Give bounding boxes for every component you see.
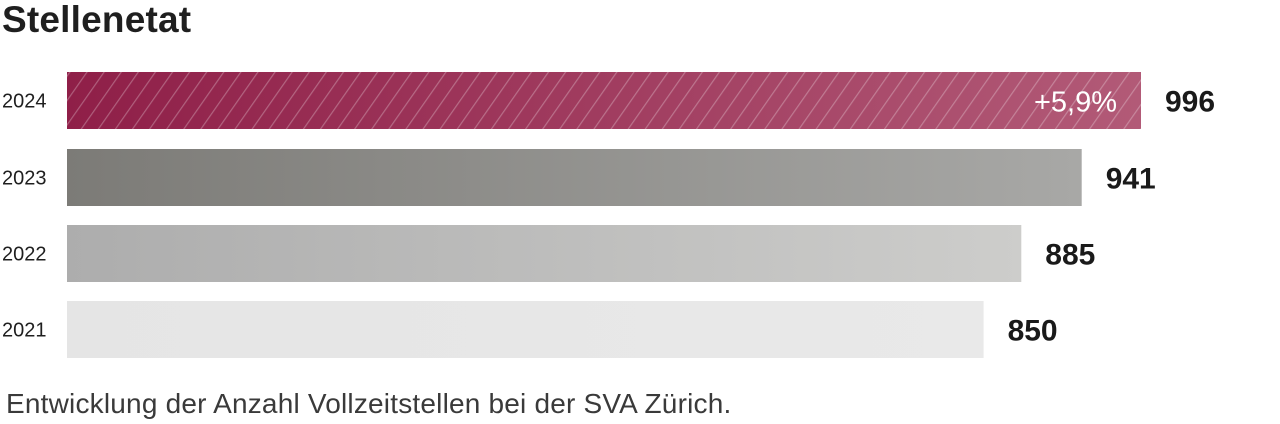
bar-hatch-2024	[67, 72, 1141, 129]
year-label-2024: 2024	[2, 91, 47, 113]
change-label-2024: +5,9%	[1034, 87, 1117, 119]
value-label-2021: 850	[1008, 315, 1058, 348]
bar-2023	[67, 149, 1082, 206]
value-label-2023: 941	[1106, 163, 1156, 196]
chart-title: Stellenetat	[2, 0, 192, 40]
year-label-2023: 2023	[2, 168, 47, 190]
chart-caption: Entwicklung der Anzahl Vollzeitstellen b…	[6, 388, 732, 419]
year-label-2022: 2022	[2, 244, 47, 266]
year-label-2021: 2021	[2, 320, 47, 342]
bar-2022	[67, 225, 1022, 282]
value-label-2024: 996	[1165, 86, 1215, 119]
bars-layer: 2024 +5,9% 996 2023 941 2022 885 2021 850	[2, 72, 1215, 358]
value-label-2022: 885	[1045, 239, 1095, 272]
bar-2021	[67, 301, 984, 358]
